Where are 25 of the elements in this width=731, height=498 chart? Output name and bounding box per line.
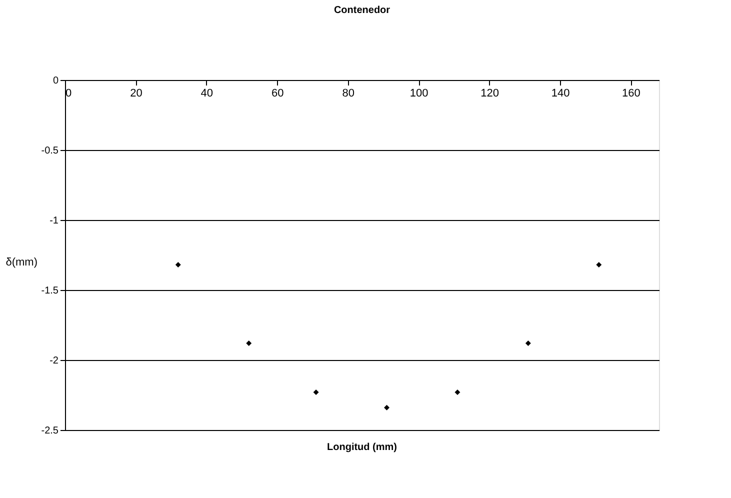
point — [384, 404, 390, 410]
x-tick-label: 140 — [551, 88, 570, 100]
point — [525, 340, 531, 346]
x-tick-label: 120 — [480, 88, 499, 100]
y-tick-label: -1.5 — [41, 286, 59, 296]
x-axis-title: Longitud (mm) — [327, 442, 397, 453]
y-tick-label: -1 — [50, 216, 59, 226]
y-axis-title: δ(mm) — [6, 256, 38, 268]
y-tick-label: -2 — [50, 356, 59, 366]
chart-title: Contenedor — [334, 5, 390, 16]
y-tick-label: 0 — [52, 76, 59, 86]
x-tick-label: 60 — [272, 88, 284, 100]
x-tick-label: 100 — [410, 88, 428, 100]
y-tick-label: -0.5 — [41, 146, 59, 156]
point — [596, 262, 602, 268]
point — [175, 262, 181, 268]
x-tick-label: 0 — [66, 88, 72, 100]
point — [246, 340, 252, 346]
x-tick-label: 40 — [200, 88, 214, 100]
point — [313, 389, 319, 395]
y-tick-label: -2.5 — [41, 426, 59, 436]
x-tick-label: 20 — [130, 88, 142, 100]
point — [454, 389, 460, 395]
x-tick-label: 80 — [342, 88, 354, 100]
x-tick-label: 160 — [622, 88, 640, 100]
